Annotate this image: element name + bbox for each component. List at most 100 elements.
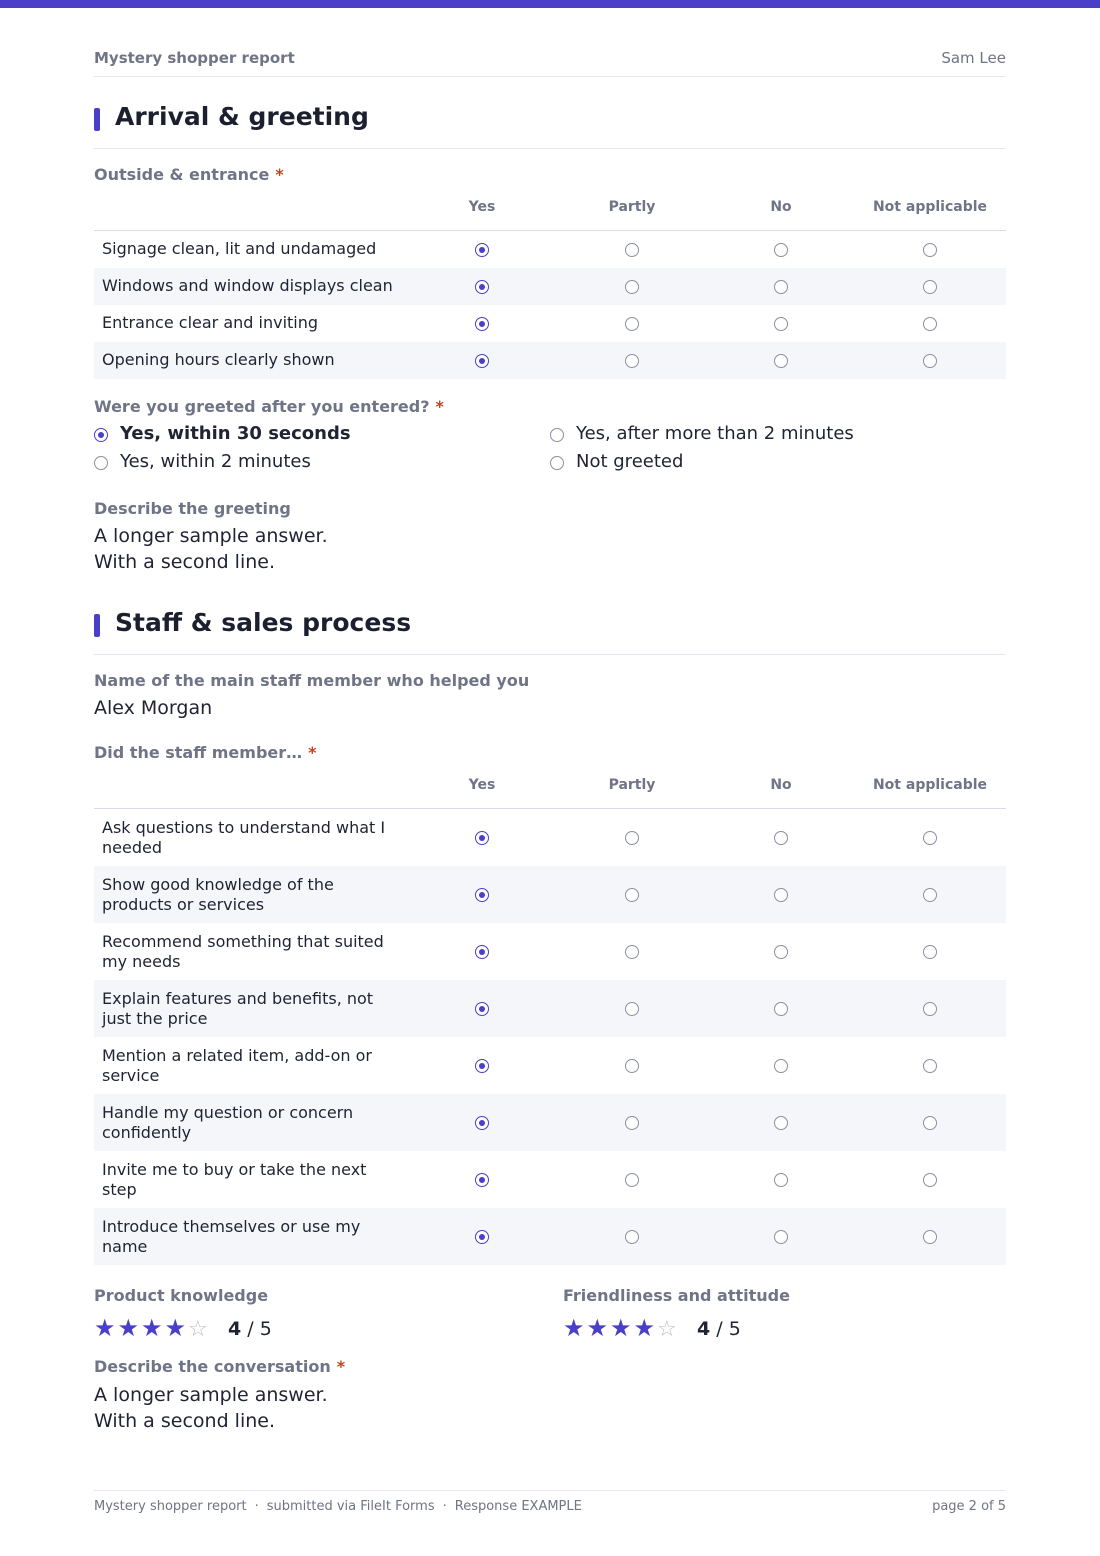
footer-response: Response EXAMPLE xyxy=(454,1499,582,1514)
radio-icon[interactable] xyxy=(774,1230,788,1244)
radio-icon[interactable] xyxy=(625,354,639,368)
grid-row: Ask questions to understand what I neede… xyxy=(94,809,1006,866)
radio-icon[interactable] xyxy=(625,888,639,902)
radio-selected-icon[interactable] xyxy=(475,888,489,902)
outside-entrance-label: Outside & entrance * xyxy=(94,165,284,184)
column-header: Yes xyxy=(468,199,496,215)
radio-icon[interactable] xyxy=(774,1002,788,1016)
row-label: Windows and window displays clean xyxy=(102,276,393,295)
star-filled-icon[interactable]: ★ xyxy=(563,1314,585,1342)
radio-icon[interactable] xyxy=(774,354,788,368)
grid-row: Show good knowledge of the products or s… xyxy=(94,866,1006,923)
score-value: 4 xyxy=(697,1318,711,1340)
radio-icon[interactable] xyxy=(923,1116,937,1130)
describe-conversation-label: Describe the conversation * xyxy=(94,1357,345,1376)
describe-conversation-answer: A longer sample answer. With a second li… xyxy=(94,1384,328,1432)
radio-icon[interactable] xyxy=(625,317,639,331)
radio-icon[interactable] xyxy=(774,831,788,845)
radio-icon[interactable] xyxy=(625,243,639,257)
star-filled-icon[interactable]: ★ xyxy=(586,1314,609,1342)
section-title: Arrival & greeting xyxy=(115,102,369,131)
score-max: / 5 xyxy=(716,1318,741,1340)
describe-greeting-answer: A longer sample answer. With a second li… xyxy=(94,525,328,573)
star-filled-icon[interactable]: ★ xyxy=(633,1314,656,1342)
radio-icon[interactable] xyxy=(550,428,564,442)
section-title: Staff & sales process xyxy=(115,608,412,637)
radio-icon[interactable] xyxy=(625,831,639,845)
separator: · xyxy=(254,1499,259,1514)
rating-label: Product knowledge xyxy=(94,1286,269,1305)
radio-icon[interactable] xyxy=(774,280,788,294)
star-filled-icon[interactable]: ★ xyxy=(610,1314,632,1342)
radio-selected-icon[interactable] xyxy=(475,831,489,845)
column-header: Yes xyxy=(468,777,496,793)
page-number: page 2 of 5 xyxy=(932,1499,1006,1514)
star-rating[interactable]: ★★★★☆ xyxy=(94,1314,212,1342)
radio-icon[interactable] xyxy=(625,1116,639,1130)
star-empty-icon[interactable]: ☆ xyxy=(188,1317,208,1342)
radio-icon[interactable] xyxy=(923,1059,937,1073)
radio-icon[interactable] xyxy=(774,1116,788,1130)
radio-icon[interactable] xyxy=(774,945,788,959)
radio-icon[interactable] xyxy=(774,1173,788,1187)
column-header: No xyxy=(770,777,792,793)
radio-selected-icon[interactable] xyxy=(475,1116,489,1130)
radio-icon[interactable] xyxy=(774,888,788,902)
radio-icon[interactable] xyxy=(923,243,937,257)
radio-icon[interactable] xyxy=(923,1230,937,1244)
radio-icon[interactable] xyxy=(923,888,937,902)
separator: · xyxy=(442,1499,447,1514)
radio-selected-icon[interactable] xyxy=(475,945,489,959)
grid-row: Opening hours clearly shown xyxy=(94,342,1006,379)
grid-row: Entrance clear and inviting xyxy=(94,305,1006,342)
star-rating[interactable]: ★★★★☆ xyxy=(563,1314,681,1342)
radio-selected-icon[interactable] xyxy=(475,1059,489,1073)
radio-icon[interactable] xyxy=(923,945,937,959)
grid-row: Signage clean, lit and undamaged xyxy=(94,231,1006,268)
radio-icon[interactable] xyxy=(625,1002,639,1016)
radio-icon[interactable] xyxy=(923,831,937,845)
section-staff-sales: Staff & sales process xyxy=(94,608,1006,655)
radio-icon[interactable] xyxy=(774,243,788,257)
star-filled-icon[interactable]: ★ xyxy=(117,1314,140,1342)
radio-selected-icon[interactable] xyxy=(475,317,489,331)
radio-selected-icon[interactable] xyxy=(475,243,489,257)
radio-icon[interactable] xyxy=(923,317,937,331)
radio-icon[interactable] xyxy=(625,945,639,959)
radio-icon[interactable] xyxy=(625,280,639,294)
star-filled-icon[interactable]: ★ xyxy=(94,1314,116,1342)
star-filled-icon[interactable]: ★ xyxy=(141,1314,163,1342)
footer-submitted: submitted via FileIt Forms xyxy=(266,1499,435,1514)
page-footer: Mystery shopper report · submitted via Fil… xyxy=(94,1490,1006,1514)
page-header: Mystery shopper report Sam Lee xyxy=(94,48,1006,77)
option-label: Yes, within 30 seconds xyxy=(120,423,351,444)
radio-icon[interactable] xyxy=(625,1173,639,1187)
radio-icon[interactable] xyxy=(923,1173,937,1187)
radio-icon[interactable] xyxy=(774,317,788,331)
row-label: Recommend something that suited my needs xyxy=(102,932,384,971)
radio-selected-icon[interactable] xyxy=(475,1002,489,1016)
required-marker: * xyxy=(275,165,284,184)
grid-row: Explain features and benefits, not just … xyxy=(94,980,1006,1037)
radio-icon[interactable] xyxy=(94,456,108,470)
radio-selected-icon[interactable] xyxy=(475,1230,489,1244)
radio-icon[interactable] xyxy=(774,1059,788,1073)
radio-icon[interactable] xyxy=(923,354,937,368)
question-text: Did the staff member… xyxy=(94,743,303,762)
star-filled-icon[interactable]: ★ xyxy=(164,1314,187,1342)
radio-icon[interactable] xyxy=(625,1059,639,1073)
radio-icon[interactable] xyxy=(923,1002,937,1016)
section-marker xyxy=(94,108,100,131)
staff-name-label: Name of the main staff member who helped… xyxy=(94,671,530,690)
star-empty-icon[interactable]: ☆ xyxy=(657,1317,677,1342)
question-text: Outside & entrance xyxy=(94,165,270,184)
radio-selected-icon[interactable] xyxy=(475,280,489,294)
rating-score: 4 / 5 xyxy=(228,1318,272,1340)
radio-icon[interactable] xyxy=(625,1230,639,1244)
radio-selected-icon[interactable] xyxy=(475,354,489,368)
radio-selected-icon[interactable] xyxy=(94,428,108,442)
radio-icon[interactable] xyxy=(923,280,937,294)
row-label: Mention a related item, add-on or servic… xyxy=(102,1046,372,1085)
radio-icon[interactable] xyxy=(550,456,564,470)
radio-selected-icon[interactable] xyxy=(475,1173,489,1187)
